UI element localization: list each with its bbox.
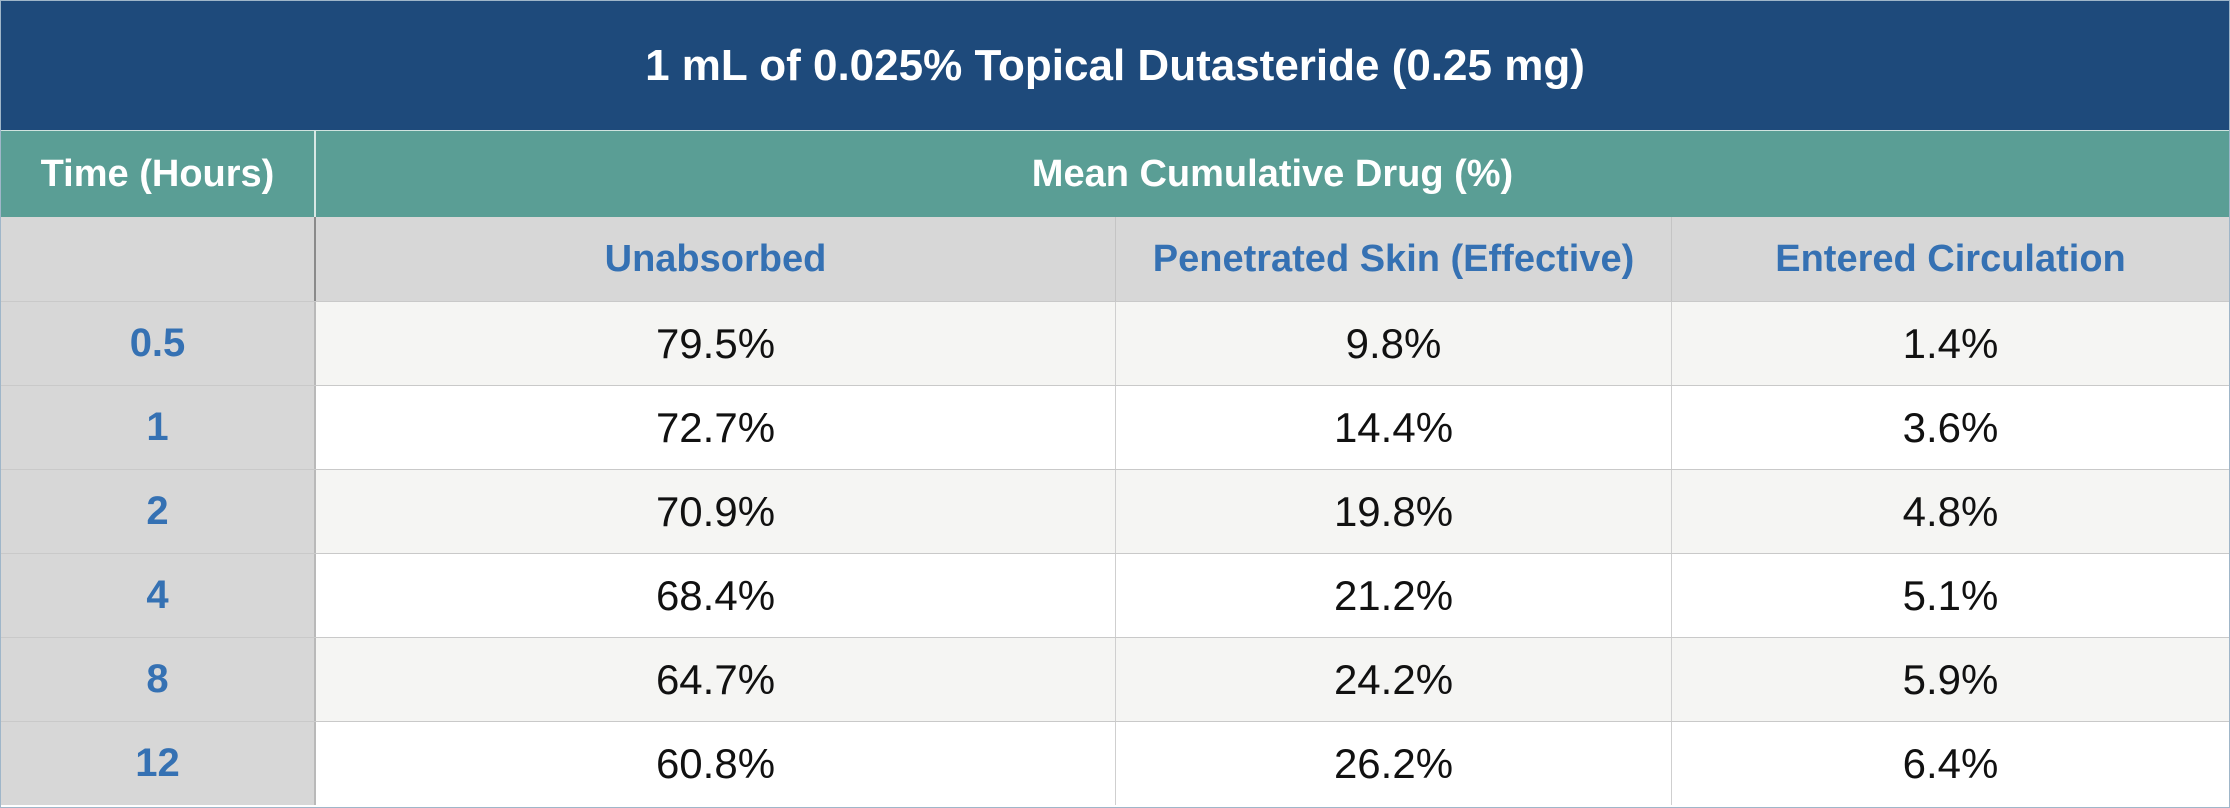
time-cell: 2 xyxy=(1,470,316,553)
time-header: Time (Hours) xyxy=(1,131,316,218)
entered-circulation-cell: 4.8% xyxy=(1672,470,2229,553)
column-header-row: Unabsorbed Penetrated Skin (Effective) E… xyxy=(1,217,2229,301)
entered-circulation-cell: 1.4% xyxy=(1672,302,2229,385)
penetrated-skin-cell: 21.2% xyxy=(1116,554,1672,637)
unabsorbed-cell: 64.7% xyxy=(316,638,1116,721)
unabsorbed-cell: 70.9% xyxy=(316,470,1116,553)
time-cell: 0.5 xyxy=(1,302,316,385)
column-header-entered-circulation: Entered Circulation xyxy=(1775,237,2126,280)
unabsorbed-cell: 60.8% xyxy=(316,722,1116,805)
entered-circulation-cell: 5.1% xyxy=(1672,554,2229,637)
unabsorbed-cell: 68.4% xyxy=(316,554,1116,637)
entered-circulation-cell: 3.6% xyxy=(1672,386,2229,469)
penetrated-skin-cell: 9.8% xyxy=(1116,302,1672,385)
penetrated-skin-cell: 14.4% xyxy=(1116,386,1672,469)
time-cell: 12 xyxy=(1,722,316,805)
table-row: 8 64.7% 24.2% 5.9% xyxy=(1,637,2229,721)
entered-circulation-cell: 5.9% xyxy=(1672,638,2229,721)
penetrated-skin-cell: 19.8% xyxy=(1116,470,1672,553)
time-cell: 1 xyxy=(1,386,316,469)
table-row: 4 68.4% 21.2% 5.1% xyxy=(1,553,2229,637)
penetrated-skin-cell: 26.2% xyxy=(1116,722,1672,805)
mean-cumulative-drug-header: Mean Cumulative Drug (%) xyxy=(1031,153,1514,195)
time-cell: 4 xyxy=(1,554,316,637)
column-header-unabsorbed: Unabsorbed xyxy=(316,217,1116,301)
empty-corner-cell xyxy=(1,217,316,301)
unabsorbed-cell: 79.5% xyxy=(316,302,1116,385)
table-row: 12 60.8% 26.2% 6.4% xyxy=(1,721,2229,805)
time-cell: 8 xyxy=(1,638,316,721)
group-header-row: Time (Hours) Mean Cumulative Drug (%) xyxy=(1,130,2229,218)
table-title: 1 mL of 0.025% Topical Dutasteride (0.25… xyxy=(1,1,2229,130)
table-body: 0.5 79.5% 9.8% 1.4% 1 72.7% 14.4% 3.6% 2… xyxy=(1,301,2229,805)
penetrated-skin-cell: 24.2% xyxy=(1116,638,1672,721)
table-row: 2 70.9% 19.8% 4.8% xyxy=(1,469,2229,553)
unabsorbed-cell: 72.7% xyxy=(316,386,1116,469)
column-header-penetrated-skin: Penetrated Skin (Effective) xyxy=(1116,217,1672,301)
table-row: 1 72.7% 14.4% 3.6% xyxy=(1,385,2229,469)
table-row: 0.5 79.5% 9.8% 1.4% xyxy=(1,301,2229,385)
entered-circulation-cell: 6.4% xyxy=(1672,722,2229,805)
